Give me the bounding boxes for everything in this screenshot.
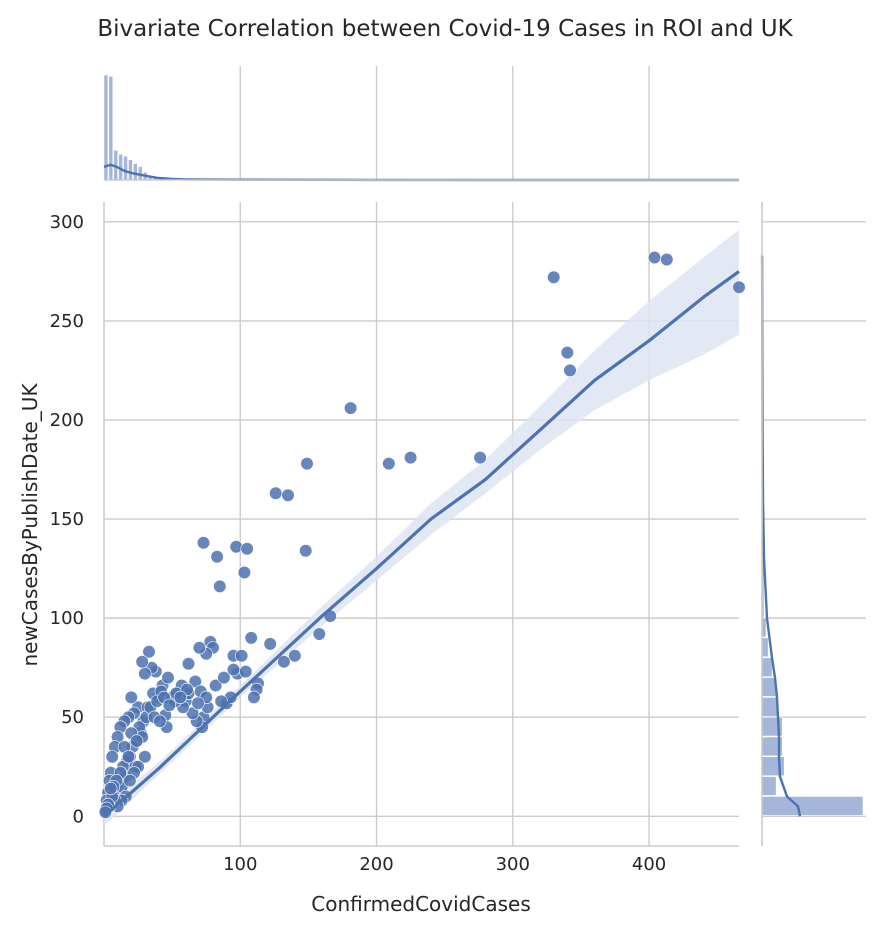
y-tick-label: 200 — [50, 410, 84, 431]
marginal-x-panel — [103, 66, 739, 182]
scatter-point — [153, 714, 167, 728]
scatter-point — [210, 550, 224, 564]
kde-curve-x — [103, 163, 739, 182]
scatter-point — [382, 457, 396, 471]
histogram-bar-x — [103, 74, 109, 181]
scatter-point — [647, 250, 662, 265]
scatter-point — [196, 536, 211, 550]
scatter-point — [123, 773, 137, 788]
chart-title: Bivariate Correlation between Covid-19 C… — [97, 16, 793, 42]
y-tick-label: 100 — [50, 608, 84, 629]
scatter-point — [226, 662, 241, 677]
scatter-point — [162, 698, 176, 712]
y-tick-label: 150 — [50, 509, 84, 530]
main-plot-area: 100 200 300 400 0 50 100 150 200 250 300 — [50, 202, 746, 875]
scatter-point — [732, 280, 746, 294]
scatter-point — [135, 655, 149, 669]
scatter-point — [161, 670, 175, 685]
histogram-bar-x — [133, 163, 138, 181]
scatter-point — [299, 544, 313, 558]
scatter-point — [124, 690, 138, 705]
scatter-point — [288, 649, 302, 663]
x-tick-label: 100 — [223, 854, 257, 875]
scatter-point — [239, 664, 253, 679]
scatter-point — [473, 451, 487, 465]
marginal-y-panel — [760, 202, 866, 846]
scatter-point — [104, 781, 118, 796]
scatter-point — [142, 645, 156, 659]
scatter-point — [344, 401, 358, 415]
scatter-point — [235, 649, 249, 663]
scatter-point — [269, 486, 283, 500]
scatter-point — [191, 696, 205, 710]
scatter-point — [560, 346, 574, 360]
y-tick-label: 0 — [73, 806, 84, 827]
scatter-point — [281, 488, 295, 502]
x-tick-label: 200 — [359, 854, 393, 875]
scatter-point — [263, 637, 277, 651]
regression-line — [102, 270, 740, 818]
scatter-point — [105, 750, 119, 764]
scatter-point — [213, 579, 227, 594]
scatter-point — [237, 565, 251, 580]
y-tick-label: 250 — [50, 311, 84, 332]
scatter-point — [130, 734, 144, 748]
scatter-point — [173, 690, 187, 705]
y-axis-label: newCasesByPublishDate_UK — [18, 383, 42, 667]
scatter-point — [138, 666, 152, 681]
x-tick-label: 300 — [496, 854, 530, 875]
scatter-point — [240, 542, 254, 556]
histogram-bar-y — [761, 657, 773, 677]
scatter-point — [563, 363, 577, 378]
y-tick-label: 50 — [61, 707, 84, 728]
scatter-point — [404, 451, 418, 465]
x-axis-label: ConfirmedCovidCases — [311, 892, 530, 916]
x-tick-label: 400 — [632, 854, 666, 875]
scatter-point — [192, 641, 206, 655]
scatter-point — [547, 270, 561, 284]
scatter-point — [247, 690, 261, 705]
scatter-point — [217, 670, 231, 685]
scatter-point — [312, 627, 326, 641]
scatter-point — [181, 657, 196, 671]
scatter-point — [209, 678, 223, 693]
scatter-point — [98, 805, 112, 819]
histogram-bar-y — [761, 637, 769, 657]
scatter-point — [244, 631, 258, 645]
histogram-bar-y — [761, 677, 777, 697]
histogram-bar-y — [761, 776, 777, 796]
histogram-bar-x — [128, 159, 133, 181]
scatter-point — [121, 750, 136, 764]
histogram-bar-x — [123, 155, 128, 181]
scatter-point — [229, 540, 243, 554]
y-tick-label: 300 — [50, 212, 84, 233]
histogram-bar-y — [761, 796, 864, 816]
scatter-point — [300, 457, 314, 471]
scatter-point — [660, 252, 674, 267]
scatter-point — [138, 750, 152, 764]
histogram-bar-y — [761, 697, 779, 717]
scatter-point — [277, 655, 291, 669]
